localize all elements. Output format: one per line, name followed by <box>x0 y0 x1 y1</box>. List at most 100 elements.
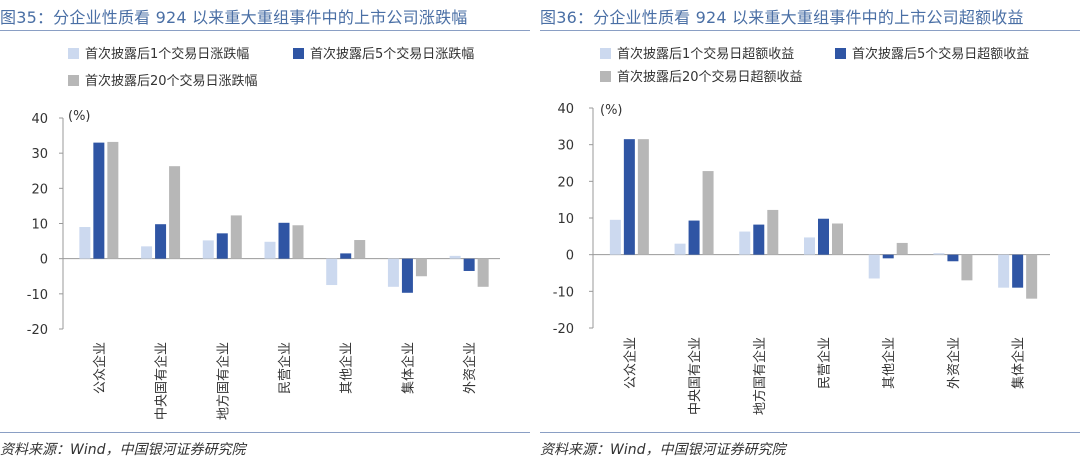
bar-group <box>804 218 843 255</box>
category-label: 中央国有企业 <box>154 342 170 420</box>
y-tick-label: 30 <box>557 139 574 154</box>
y-axis-unit: (%) <box>68 109 91 124</box>
y-tick-label: -10 <box>553 285 574 300</box>
bar-group <box>326 240 366 286</box>
bar-group <box>387 258 427 293</box>
title-divider <box>0 30 530 31</box>
bar <box>609 219 621 255</box>
category-label: 集体企业 <box>1011 337 1027 389</box>
bar-group <box>141 166 181 259</box>
source-note: 资料来源：Wind，中国银河证券研究院 <box>540 442 786 458</box>
bar <box>1026 254 1038 299</box>
category-label: 外资企业 <box>462 342 478 394</box>
bar <box>463 258 475 271</box>
bar <box>933 253 945 255</box>
y-tick-label: 30 <box>31 147 48 162</box>
title-divider <box>540 30 1080 31</box>
figure-title: 图35：分企业性质看 924 以来重大重组事件中的上市公司涨跌幅 <box>0 8 468 27</box>
bar-group <box>264 222 304 259</box>
category-label: 地方国有企业 <box>215 342 231 420</box>
legend-label: 首次披露后20个交易日超额收益 <box>617 69 803 85</box>
y-tick-label: 0 <box>40 253 48 268</box>
bar <box>947 254 959 262</box>
legend-item: 首次披露后20个交易日涨跌幅 <box>68 73 258 89</box>
source-divider <box>540 432 1080 433</box>
category-label: 其他企业 <box>881 337 897 389</box>
category-label: 公众企业 <box>92 342 108 394</box>
category-label: 外资企业 <box>946 337 962 389</box>
category-label: 集体企业 <box>400 342 416 394</box>
bar <box>767 209 779 255</box>
bar-group <box>609 139 649 255</box>
legend: 首次披露后1个交易日超额收益 首次披露后5个交易日超额收益首次披露后20个交易日超… <box>600 46 1029 85</box>
bar <box>477 258 489 287</box>
y-tick-label: -10 <box>27 288 48 303</box>
bar-group <box>79 141 119 259</box>
bar <box>387 258 399 287</box>
legend-item: 首次披露后1个交易日涨跌幅 <box>68 46 249 62</box>
bar <box>896 242 908 255</box>
legend-item: 首次披露后5个交易日超额收益 <box>835 46 1029 62</box>
y-tick-label: 10 <box>31 218 48 233</box>
bar <box>264 241 276 259</box>
bar-group <box>739 209 779 255</box>
bar <box>202 240 214 259</box>
bar <box>674 243 686 255</box>
bar <box>868 254 880 279</box>
legend-swatch <box>68 48 79 59</box>
chart-panel-right: 图36：分企业性质看 924 以来重大重组事件中的上市公司超额收益 首次披露后1… <box>540 0 1080 473</box>
bar <box>292 225 304 259</box>
category-label: 民营企业 <box>277 342 293 394</box>
legend-swatch <box>600 71 611 82</box>
y-tick-label: 0 <box>566 249 574 264</box>
legend-label: 首次披露后1个交易日超额收益 <box>617 46 794 62</box>
bar <box>623 139 635 255</box>
bar-group <box>449 255 489 287</box>
bar <box>141 246 153 259</box>
bar <box>804 237 815 255</box>
bar-group <box>998 254 1038 299</box>
legend-label: 首次披露后20个交易日涨跌幅 <box>85 73 258 89</box>
y-tick-label: -20 <box>27 323 48 338</box>
bar <box>882 254 894 259</box>
legend-label: 首次披露后5个交易日超额收益 <box>852 46 1029 62</box>
bar <box>278 222 290 259</box>
bar <box>354 240 366 259</box>
bar <box>79 227 91 259</box>
legend-swatch <box>293 48 304 59</box>
bar <box>739 231 751 255</box>
bar <box>401 258 413 293</box>
bar-chart-returns: 首次披露后1个交易日涨跌幅 首次披露后5个交易日涨跌幅首次披露后20个交易日涨跌幅… <box>27 46 500 420</box>
bar <box>326 258 338 286</box>
figure-title: 图36：分企业性质看 924 以来重大重组事件中的上市公司超额收益 <box>540 8 1024 27</box>
chart-panel-left: 图35：分企业性质看 924 以来重大重组事件中的上市公司涨跌幅 首次披露后1个… <box>0 0 530 473</box>
category-label: 其他企业 <box>339 342 355 394</box>
legend-swatch <box>68 75 79 86</box>
y-tick-label: 20 <box>31 182 48 197</box>
category-label: 民营企业 <box>817 337 833 389</box>
bar <box>449 255 461 259</box>
category-label: 地方国有企业 <box>752 337 768 415</box>
bar <box>1012 254 1024 288</box>
legend-item: 首次披露后1个交易日超额收益 <box>600 46 794 62</box>
bar <box>107 141 119 259</box>
legend-label: 首次披露后1个交易日涨跌幅 <box>85 46 249 62</box>
bar <box>155 224 167 259</box>
source-note: 资料来源：Wind，中国银河证券研究院 <box>0 442 246 458</box>
bar <box>169 166 181 259</box>
bar <box>702 171 714 255</box>
bar <box>998 254 1010 288</box>
bar-group <box>933 253 973 281</box>
category-label: 中央国有企业 <box>687 337 703 415</box>
bar-group <box>868 242 908 279</box>
category-label: 公众企业 <box>622 337 638 389</box>
legend-swatch <box>600 48 611 59</box>
bar <box>688 220 700 255</box>
bar-group <box>202 215 242 259</box>
legend-label: 首次披露后5个交易日涨跌幅 <box>310 46 474 62</box>
y-tick-label: -20 <box>553 322 574 337</box>
bar <box>230 215 242 259</box>
y-tick-label: 10 <box>557 212 574 227</box>
bar <box>961 254 973 281</box>
